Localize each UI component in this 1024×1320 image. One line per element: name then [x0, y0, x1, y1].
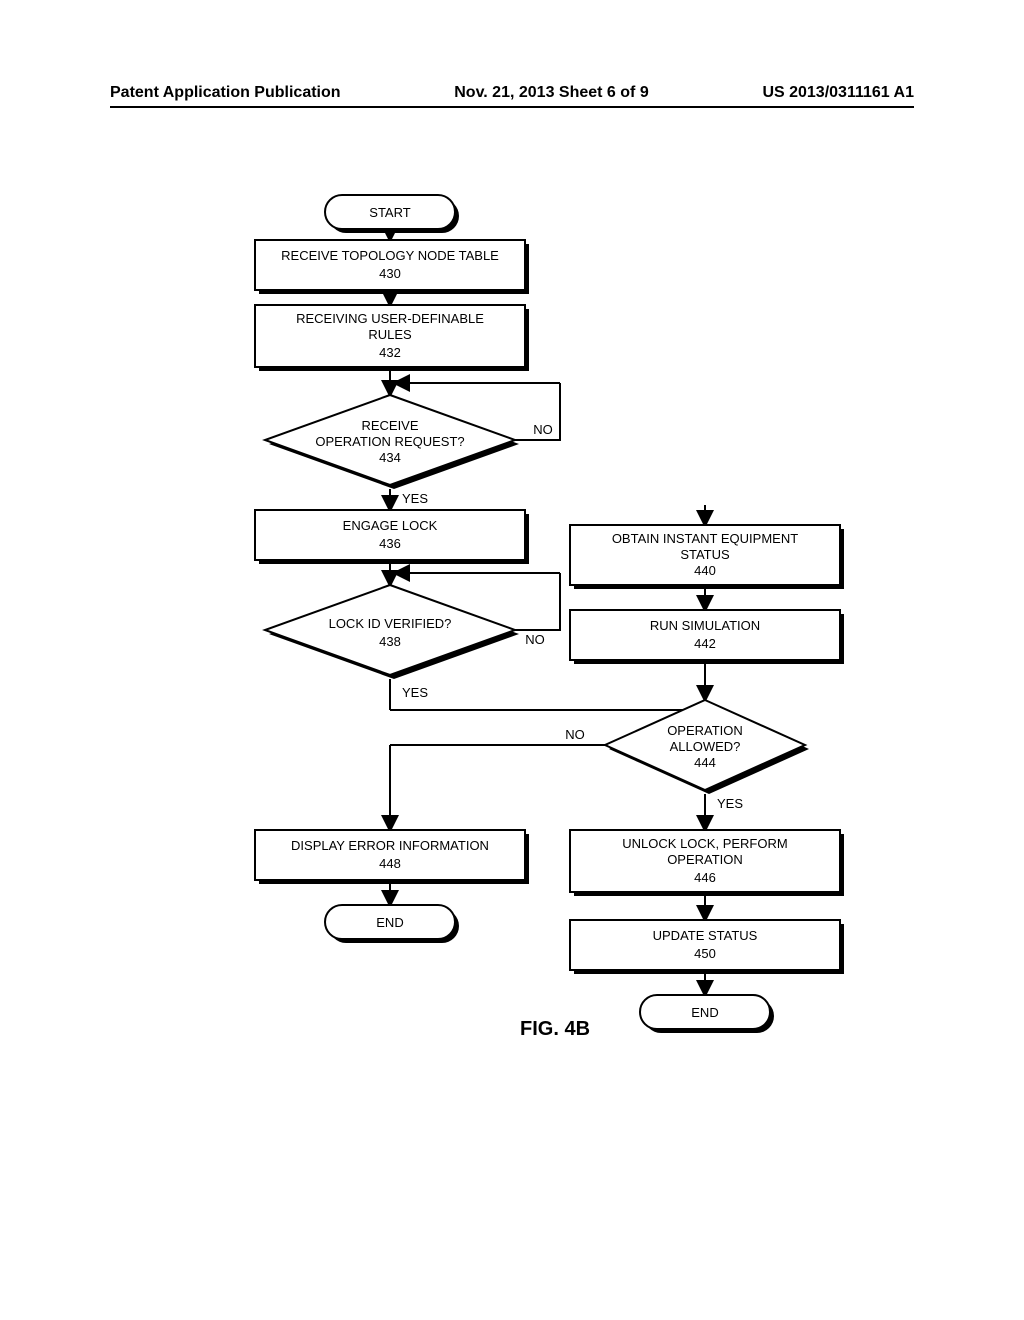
svg-text:442: 442 — [694, 636, 716, 651]
svg-text:YES: YES — [717, 796, 743, 811]
svg-text:OPERATION: OPERATION — [667, 852, 743, 867]
header-right: US 2013/0311161 A1 — [762, 84, 914, 102]
svg-text:UPDATE STATUS: UPDATE STATUS — [653, 928, 758, 943]
svg-text:LOCK ID VERIFIED?: LOCK ID VERIFIED? — [329, 616, 452, 631]
svg-text:ALLOWED?: ALLOWED? — [670, 739, 741, 754]
svg-text:YES: YES — [402, 685, 428, 700]
svg-text:NO: NO — [525, 632, 545, 647]
svg-text:430: 430 — [379, 266, 401, 281]
svg-text:YES: YES — [402, 491, 428, 506]
flowchart-container: NO YES NO YES YES NO START RECEIVE TOPOLOGY NOD… — [110, 180, 910, 1085]
svg-text:450: 450 — [694, 946, 716, 961]
svg-text:432: 432 — [379, 345, 401, 360]
svg-text:440: 440 — [694, 563, 716, 578]
svg-text:RECEIVE: RECEIVE — [361, 418, 418, 433]
svg-text:RUN SIMULATION: RUN SIMULATION — [650, 618, 760, 633]
svg-text:OBTAIN INSTANT EQUIPMENT: OBTAIN INSTANT EQUIPMENT — [612, 531, 798, 546]
svg-text:UNLOCK LOCK, PERFORM: UNLOCK LOCK, PERFORM — [622, 836, 787, 851]
svg-text:OPERATION: OPERATION — [667, 723, 743, 738]
flowchart-svg: NO YES NO YES YES NO START RECEIVE TOPOLOGY NOD… — [110, 180, 910, 1080]
svg-text:START: START — [369, 205, 410, 220]
svg-text:FIG. 4B: FIG. 4B — [520, 1018, 590, 1040]
svg-text:444: 444 — [694, 755, 716, 770]
header-center: Nov. 21, 2013 Sheet 6 of 9 — [454, 84, 648, 102]
svg-text:RECEIVING USER-DEFINABLE: RECEIVING USER-DEFINABLE — [296, 311, 484, 326]
svg-text:OPERATION REQUEST?: OPERATION REQUEST? — [315, 434, 464, 449]
svg-text:NO: NO — [565, 727, 585, 742]
svg-text:448: 448 — [379, 856, 401, 871]
svg-text:STATUS: STATUS — [680, 547, 730, 562]
svg-text:438: 438 — [379, 634, 401, 649]
svg-text:436: 436 — [379, 536, 401, 551]
svg-text:ENGAGE LOCK: ENGAGE LOCK — [343, 518, 438, 533]
svg-text:446: 446 — [694, 870, 716, 885]
header-left: Patent Application Publication — [110, 84, 341, 102]
svg-text:DISPLAY ERROR INFORMATION: DISPLAY ERROR INFORMATION — [291, 838, 489, 853]
svg-text:NO: NO — [533, 422, 553, 437]
page-container: Patent Application Publication Nov. 21, … — [0, 0, 1024, 1320]
page-header: Patent Application Publication Nov. 21, … — [110, 84, 914, 108]
svg-text:END: END — [691, 1005, 718, 1020]
svg-text:END: END — [376, 915, 403, 930]
svg-text:434: 434 — [379, 450, 401, 465]
svg-text:RECEIVE TOPOLOGY NODE TABLE: RECEIVE TOPOLOGY NODE TABLE — [281, 248, 499, 263]
svg-text:RULES: RULES — [368, 327, 412, 342]
